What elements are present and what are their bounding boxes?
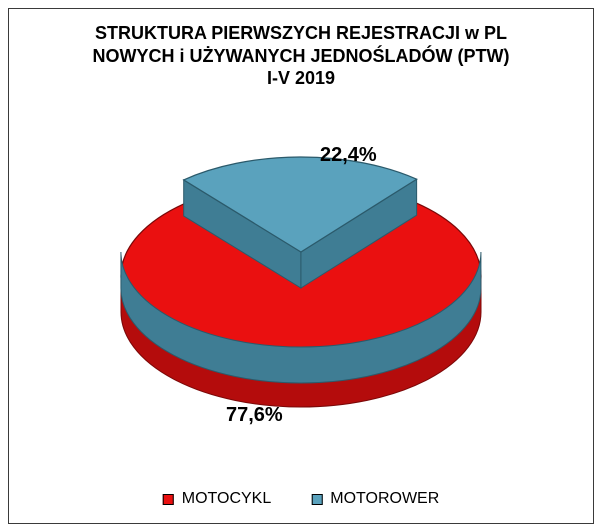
title-line-2: NOWYCH i UŻYWANYCH JEDNOŚLADÓW (PTW) — [93, 46, 510, 66]
chart-title: STRUKTURA PIERWSZYCH REJESTRACJI w PL NO… — [0, 22, 602, 90]
legend-item-motorower: MOTOROWER — [311, 490, 439, 508]
title-line-3: I-V 2019 — [267, 68, 335, 88]
legend: MOTOCYKL MOTOROWER — [163, 490, 440, 508]
legend-item-motocykl: MOTOCYKL — [163, 490, 272, 508]
legend-label-motocykl: MOTOCYKL — [182, 490, 272, 508]
slice-label-motocykl: 77,6% — [226, 404, 283, 427]
title-line-1: STRUKTURA PIERWSZYCH REJESTRACJI w PL — [95, 23, 507, 43]
slice-label-motorower: 22,4% — [320, 144, 377, 167]
pie-chart — [86, 136, 516, 436]
legend-swatch-motorower — [311, 494, 322, 505]
pie-svg — [86, 136, 516, 436]
legend-swatch-motocykl — [163, 494, 174, 505]
legend-label-motorower: MOTOROWER — [330, 490, 439, 508]
